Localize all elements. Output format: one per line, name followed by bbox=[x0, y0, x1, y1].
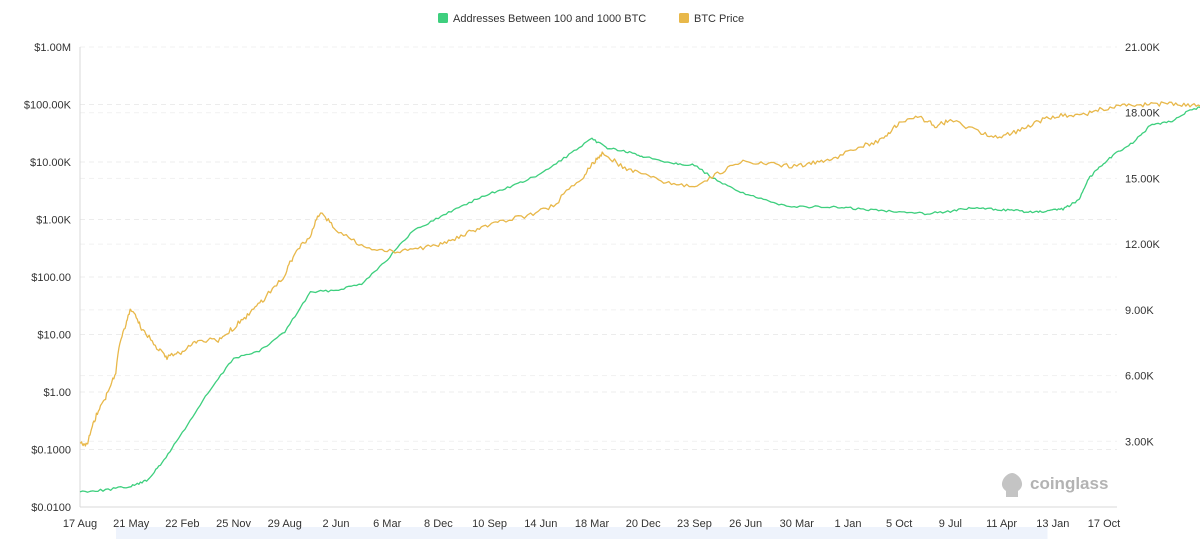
x-axis-tick-label: 18 Mar bbox=[575, 518, 610, 530]
legend-label: Addresses Between 100 and 1000 BTC bbox=[453, 13, 646, 25]
coinglass-logo: coinglass bbox=[1001, 473, 1108, 497]
x-axis-tick-label: 10 Sep bbox=[472, 518, 507, 530]
right-y-axis: 3.00K 6.00K 9.00K 12.00K 15.00K 18.00K 21.00K bbox=[1125, 42, 1161, 448]
zoom-slider[interactable] bbox=[116, 527, 1048, 539]
left-axis-tick-label: $1.00M bbox=[34, 42, 71, 54]
x-axis-tick-label: 25 Nov bbox=[216, 518, 251, 530]
x-axis: 17 Aug 21 May 22 Feb 25 Nov 29 Aug 2 Jun 6 Mar… bbox=[63, 506, 1120, 539]
left-axis-tick-label: $0.0100 bbox=[31, 502, 71, 514]
x-axis-tick-label: 17 Aug bbox=[63, 518, 97, 530]
x-axis-tick-label: 9 Jul bbox=[939, 518, 962, 530]
x-axis-tick-label: 17 Oct bbox=[1088, 518, 1120, 530]
x-axis-tick-label: 20 Dec bbox=[626, 518, 661, 530]
left-axis-tick-label: $0.1000 bbox=[31, 445, 71, 457]
x-axis-tick-label: 30 Mar bbox=[780, 518, 815, 530]
x-axis-tick-label: 13 Jan bbox=[1036, 518, 1069, 530]
right-axis-tick-label: 6.00K bbox=[1125, 371, 1154, 383]
right-axis-tick-label: 18.00K bbox=[1125, 108, 1161, 120]
right-axis-tick-label: 9.00K bbox=[1125, 305, 1154, 317]
legend-item[interactable]: BTC Price bbox=[679, 13, 744, 25]
series-line-addresses bbox=[79, 106, 1200, 493]
left-axis-tick-label: $10.00 bbox=[37, 330, 71, 342]
right-axis-tick-label: 15.00K bbox=[1125, 173, 1161, 185]
left-y-axis: $0.0100 $0.1000 $1.00 $10.00 $100.00 $1.00K $1… bbox=[24, 42, 81, 514]
x-axis-tick-label: 26 Jun bbox=[729, 518, 762, 530]
x-axis-tick-label: 5 Oct bbox=[886, 518, 912, 530]
x-axis-tick-label: 22 Feb bbox=[165, 518, 199, 530]
x-axis-tick-label: 1 Jan bbox=[835, 518, 862, 530]
coinglass-logo-icon bbox=[1001, 473, 1023, 497]
series-line-btc-price bbox=[79, 101, 1200, 447]
x-axis-tick-label: 21 May bbox=[113, 518, 150, 530]
left-axis-tick-label: $1.00 bbox=[43, 387, 71, 399]
series-layer bbox=[79, 101, 1200, 493]
legend-item[interactable]: Addresses Between 100 and 1000 BTC bbox=[438, 13, 646, 25]
x-axis-tick-label: 29 Aug bbox=[268, 518, 302, 530]
right-axis-tick-label: 3.00K bbox=[1125, 436, 1154, 448]
left-axis-tick-label: $100.00K bbox=[24, 100, 72, 112]
x-axis-tick-label: 6 Mar bbox=[373, 518, 401, 530]
legend-label: BTC Price bbox=[694, 13, 744, 25]
x-axis-tick-label: 23 Sep bbox=[677, 518, 712, 530]
watermark: coinglass bbox=[1001, 473, 1108, 497]
legend[interactable]: Addresses Between 100 and 1000 BTC BTC Pr… bbox=[438, 13, 744, 25]
coinglass-logo-text: coinglass bbox=[1030, 474, 1108, 493]
left-axis-tick-label: $10.00K bbox=[30, 157, 72, 169]
left-axis-tick-label: $100.00 bbox=[31, 272, 71, 284]
grid-layer bbox=[80, 46, 1117, 508]
legend-swatch bbox=[679, 13, 689, 23]
x-axis-tick-label: 14 Jun bbox=[524, 518, 557, 530]
right-axis-tick-label: 21.00K bbox=[1125, 42, 1161, 54]
right-axis-tick-label: 12.00K bbox=[1125, 239, 1161, 251]
x-axis-tick-label: 8 Dec bbox=[424, 518, 453, 530]
legend-swatch bbox=[438, 13, 448, 23]
left-axis-tick-label: $1.00K bbox=[36, 215, 72, 227]
x-axis-tick-label: 11 Apr bbox=[986, 518, 1017, 530]
x-axis-tick-label: 2 Jun bbox=[323, 518, 350, 530]
